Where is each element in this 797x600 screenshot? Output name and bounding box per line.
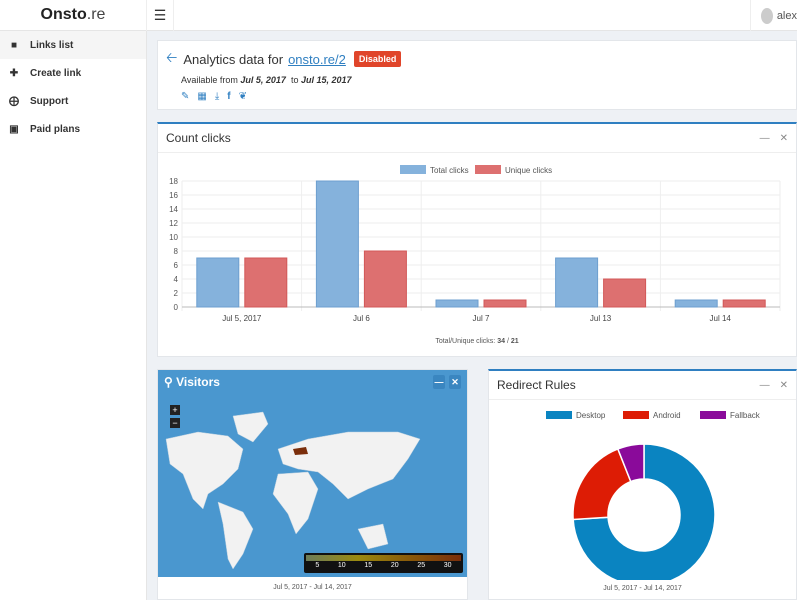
brand-name: Onsto bbox=[40, 6, 87, 23]
plus-icon: ✚ bbox=[9, 67, 19, 79]
y-tick-label: 16 bbox=[169, 191, 178, 200]
legend-label: Unique clicks bbox=[505, 166, 552, 175]
bar bbox=[315, 180, 359, 308]
close-icon[interactable]: ✕ bbox=[779, 379, 788, 391]
analytics-header: 🡠 Analytics data for onsto.re/2 Disabled Av… bbox=[157, 40, 797, 110]
money-icon: ▣ bbox=[9, 123, 19, 135]
visitors-panel: ⚲ Visitors — ✕ + − 5 10 15 20 25 30 Jul 5, 2017… bbox=[157, 369, 468, 600]
back-arrow-icon[interactable]: 🡠 bbox=[166, 49, 178, 65]
bar bbox=[603, 278, 647, 308]
lifebuoy-icon: ⨁ bbox=[9, 95, 19, 107]
bar bbox=[363, 250, 407, 308]
close-icon[interactable]: ✕ bbox=[779, 132, 788, 144]
brand-logo[interactable]: Onsto.re bbox=[0, 0, 147, 31]
color-scale-legend: 5 10 15 20 25 30 bbox=[304, 553, 463, 573]
status-badge: Disabled bbox=[353, 51, 402, 67]
clicks-summary: Total/Unique clicks: 34 / 21 bbox=[435, 338, 519, 345]
short-link[interactable]: onsto.re/2 bbox=[288, 51, 346, 67]
panel-title: Visitors bbox=[176, 375, 220, 389]
donut-slice bbox=[616, 443, 645, 483]
legend-label: Total clicks bbox=[430, 166, 469, 175]
close-button[interactable]: ✕ bbox=[449, 375, 461, 389]
sidebar-item-label: Create link bbox=[30, 67, 82, 79]
y-tick-label: 10 bbox=[169, 233, 178, 242]
redirect-donut-chart: Desktop Android Fallback bbox=[546, 411, 761, 587]
date-range: Jul 5, 2017 - Jul 14, 2017 bbox=[603, 585, 682, 592]
y-tick-label: 12 bbox=[169, 219, 178, 228]
legend-swatch bbox=[546, 411, 572, 419]
zoom-in-button[interactable]: + bbox=[170, 405, 180, 415]
bar bbox=[555, 257, 599, 308]
sidebar-item-create-link[interactable]: ✚ Create link bbox=[0, 59, 146, 87]
avatar bbox=[761, 7, 773, 24]
facebook-icon[interactable]: f bbox=[227, 91, 231, 102]
redirect-rules-panel: Redirect Rules — ✕ Desktop Android Fallback … bbox=[488, 369, 797, 600]
bar bbox=[435, 299, 479, 308]
zoom-out-button[interactable]: − bbox=[170, 418, 180, 428]
bar bbox=[196, 257, 240, 308]
panel-title: Count clicks bbox=[166, 131, 231, 145]
top-bar: Onsto.re ☰ alex bbox=[0, 0, 797, 31]
bar bbox=[244, 257, 288, 308]
date-range: Jul 5, 2017 - Jul 14, 2017 bbox=[273, 584, 352, 591]
y-tick-label: 14 bbox=[169, 205, 178, 214]
minimize-icon[interactable]: — bbox=[759, 132, 770, 144]
y-tick-label: 6 bbox=[174, 261, 179, 270]
legend-swatch bbox=[623, 411, 649, 419]
legend-label: Desktop bbox=[576, 411, 606, 420]
y-tick-label: 2 bbox=[174, 289, 179, 298]
world-map[interactable] bbox=[158, 394, 469, 574]
user-name: alex bbox=[776, 9, 797, 22]
bar bbox=[674, 299, 718, 308]
brand-suffix: .re bbox=[86, 6, 106, 23]
page-title: Analytics data for bbox=[183, 51, 284, 67]
x-tick-label: Jul 14 bbox=[710, 314, 732, 323]
y-tick-label: 0 bbox=[174, 303, 179, 312]
map-marker-icon: ⚲ bbox=[164, 375, 173, 389]
bar bbox=[722, 299, 766, 308]
ukraine-highlight bbox=[293, 447, 308, 455]
legend-swatch bbox=[700, 411, 726, 419]
legend-swatch bbox=[475, 165, 501, 174]
x-tick-label: Jul 6 bbox=[353, 314, 370, 323]
panel-title: Redirect Rules bbox=[497, 378, 576, 392]
twitter-icon[interactable]: ❦ bbox=[238, 91, 247, 102]
sidebar-item-links-list[interactable]: ■ Links list bbox=[0, 31, 146, 59]
bar bbox=[483, 299, 527, 308]
sidebar: ■ Links list ✚ Create link ⨁ Support ▣ Paid … bbox=[0, 31, 147, 600]
user-menu[interactable]: alex bbox=[750, 0, 797, 31]
clicks-bar-chart: Total clicks Unique clicks 0 2 4 6 8 10 12 14 16 18… bbox=[169, 165, 781, 323]
book-icon: ■ bbox=[10, 39, 18, 51]
donut-slice bbox=[572, 443, 716, 587]
legend-swatch bbox=[400, 165, 426, 174]
sidebar-item-label: Support bbox=[30, 95, 69, 107]
legend-label: Fallback bbox=[730, 411, 761, 420]
hamburger-icon[interactable]: ☰ bbox=[147, 0, 174, 31]
sidebar-item-paid-plans[interactable]: ▣ Paid plans bbox=[0, 115, 146, 143]
y-tick-label: 18 bbox=[169, 177, 178, 186]
availability-text: Available from Jul 5, 2017 to Jul 15, 20… bbox=[181, 75, 352, 85]
sidebar-item-support[interactable]: ⨁ Support bbox=[0, 87, 146, 115]
y-tick-label: 4 bbox=[174, 275, 179, 284]
download-icon[interactable]: ⤓ bbox=[214, 91, 220, 102]
minimize-icon[interactable]: — bbox=[759, 379, 770, 391]
x-tick-label: Jul 5, 2017 bbox=[222, 314, 262, 323]
x-tick-label: Jul 7 bbox=[473, 314, 490, 323]
legend-label: Android bbox=[653, 411, 681, 420]
edit-icon[interactable]: ✎ bbox=[181, 91, 190, 102]
minimize-button[interactable]: — bbox=[433, 375, 445, 389]
sidebar-item-label: Links list bbox=[30, 39, 74, 51]
x-tick-label: Jul 13 bbox=[590, 314, 612, 323]
count-clicks-panel: Count clicks — ✕ Total clicks Unique clicks… bbox=[157, 122, 797, 357]
sidebar-item-label: Paid plans bbox=[30, 123, 81, 135]
y-tick-label: 8 bbox=[174, 247, 179, 256]
qr-code-icon[interactable]: ▦ bbox=[197, 91, 207, 102]
